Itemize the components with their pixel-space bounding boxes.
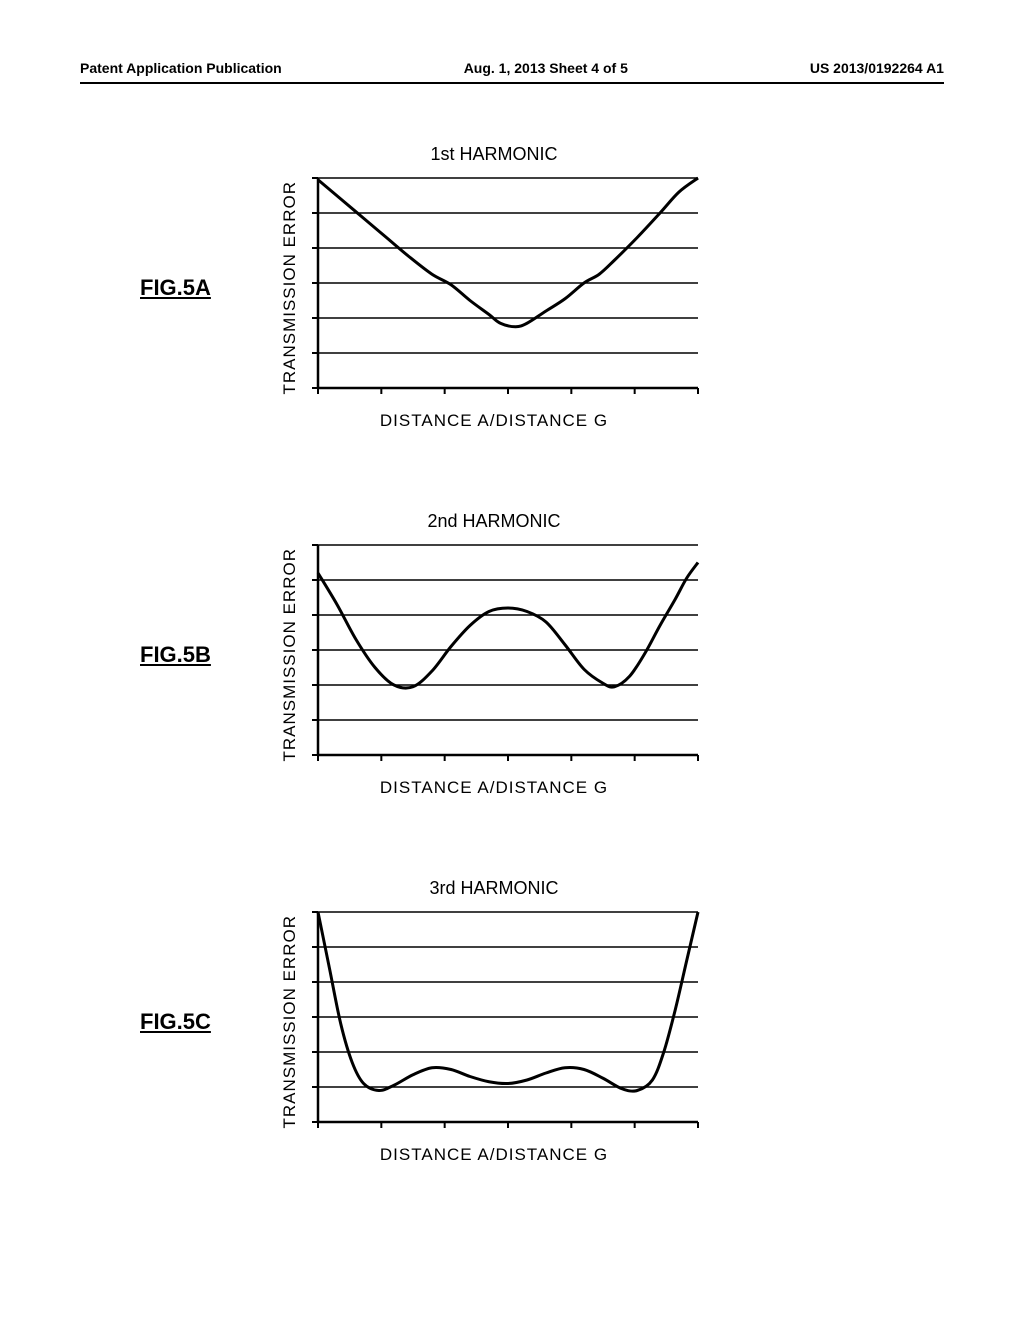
chart-title: 3rd HARMONIC [429, 878, 558, 899]
chart-ylabel: TRANSMISSION ERROR [280, 548, 300, 762]
chart-block: 1st HARMONIC TRANSMISSION ERROR DISTANCE A… [280, 144, 708, 431]
chart-body: TRANSMISSION ERROR [280, 173, 708, 403]
page: Patent Application Publication Aug. 1, 2… [0, 0, 1024, 1320]
chart-block: 2nd HARMONIC TRANSMISSION ERROR DISTANCE A… [280, 511, 708, 798]
chart-svg [308, 540, 708, 770]
header-left: Patent Application Publication [80, 60, 282, 76]
figure-row: FIG.5B 2nd HARMONIC TRANSMISSION ERROR DIST… [80, 511, 944, 798]
chart-title: 2nd HARMONIC [427, 511, 560, 532]
chart-curve [318, 178, 698, 327]
chart-xlabel: DISTANCE A/DISTANCE G [380, 411, 608, 431]
chart-body: TRANSMISSION ERROR [280, 907, 708, 1137]
figure-label: FIG.5A [80, 275, 280, 301]
header-center: Aug. 1, 2013 Sheet 4 of 5 [464, 60, 628, 76]
header-right: US 2013/0192264 A1 [810, 60, 944, 76]
chart-svg [308, 907, 708, 1137]
chart-curve [318, 912, 698, 1091]
figure-label: FIG.5B [80, 642, 280, 668]
page-header: Patent Application Publication Aug. 1, 2… [80, 60, 944, 84]
chart-xlabel: DISTANCE A/DISTANCE G [380, 1145, 608, 1165]
figure-row: FIG.5A 1st HARMONIC TRANSMISSION ERROR DIST… [80, 144, 944, 431]
chart-curve [318, 563, 698, 689]
chart-block: 3rd HARMONIC TRANSMISSION ERROR DISTANCE A… [280, 878, 708, 1165]
chart-ylabel: TRANSMISSION ERROR [280, 181, 300, 395]
chart-body: TRANSMISSION ERROR [280, 540, 708, 770]
figure-label: FIG.5C [80, 1009, 280, 1035]
chart-title: 1st HARMONIC [430, 144, 557, 165]
chart-svg [308, 173, 708, 403]
figures-container: FIG.5A 1st HARMONIC TRANSMISSION ERROR DIST… [80, 144, 944, 1165]
chart-ylabel: TRANSMISSION ERROR [280, 915, 300, 1129]
chart-xlabel: DISTANCE A/DISTANCE G [380, 778, 608, 798]
figure-row: FIG.5C 3rd HARMONIC TRANSMISSION ERROR DIST… [80, 878, 944, 1165]
